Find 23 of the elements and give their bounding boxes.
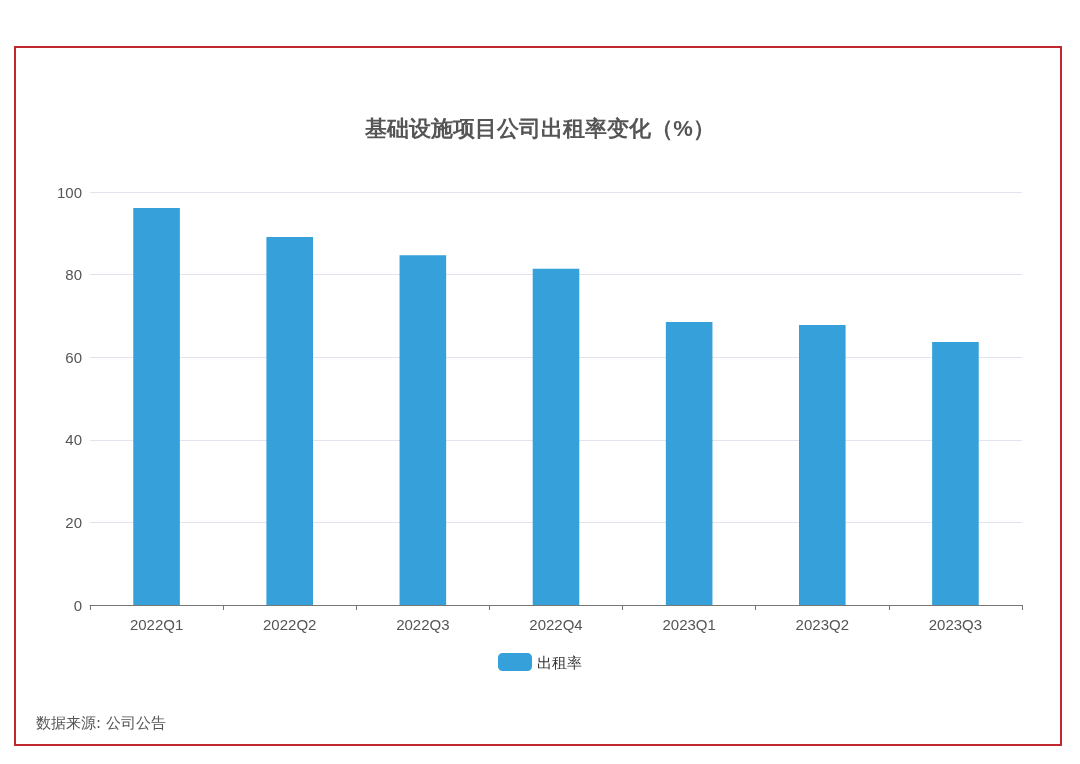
x-tick-label: 2023Q2: [795, 616, 849, 633]
x-tick-label: 2023Q3: [928, 616, 983, 633]
bar: [532, 268, 580, 605]
y-tick-label: 20: [65, 513, 82, 531]
chart-title: 基础设施项目公司出租率变化（%）: [364, 115, 715, 141]
x-tick-label: 2022Q1: [129, 616, 184, 633]
x-tick-label: 2023Q1: [662, 616, 716, 633]
y-tick-label: 0: [73, 596, 82, 614]
y-tick-label: 100: [56, 183, 82, 201]
y-tick-label: 40: [65, 431, 82, 449]
x-tick-label: 2022Q4: [529, 616, 583, 633]
y-tick-label: 80: [65, 266, 82, 284]
source-note: 数据来源: 公司公告: [36, 714, 166, 733]
bar: [133, 208, 180, 605]
bar: [665, 322, 713, 605]
y-tick-label: 60: [65, 348, 82, 366]
bar: [798, 324, 846, 605]
legend-label: 出租率: [537, 653, 582, 671]
bar: [266, 237, 314, 605]
bar: [932, 341, 979, 605]
x-tick-label: 2022Q3: [396, 616, 450, 633]
x-tick-label: 2022Q2: [263, 616, 317, 633]
bar: [399, 255, 447, 605]
